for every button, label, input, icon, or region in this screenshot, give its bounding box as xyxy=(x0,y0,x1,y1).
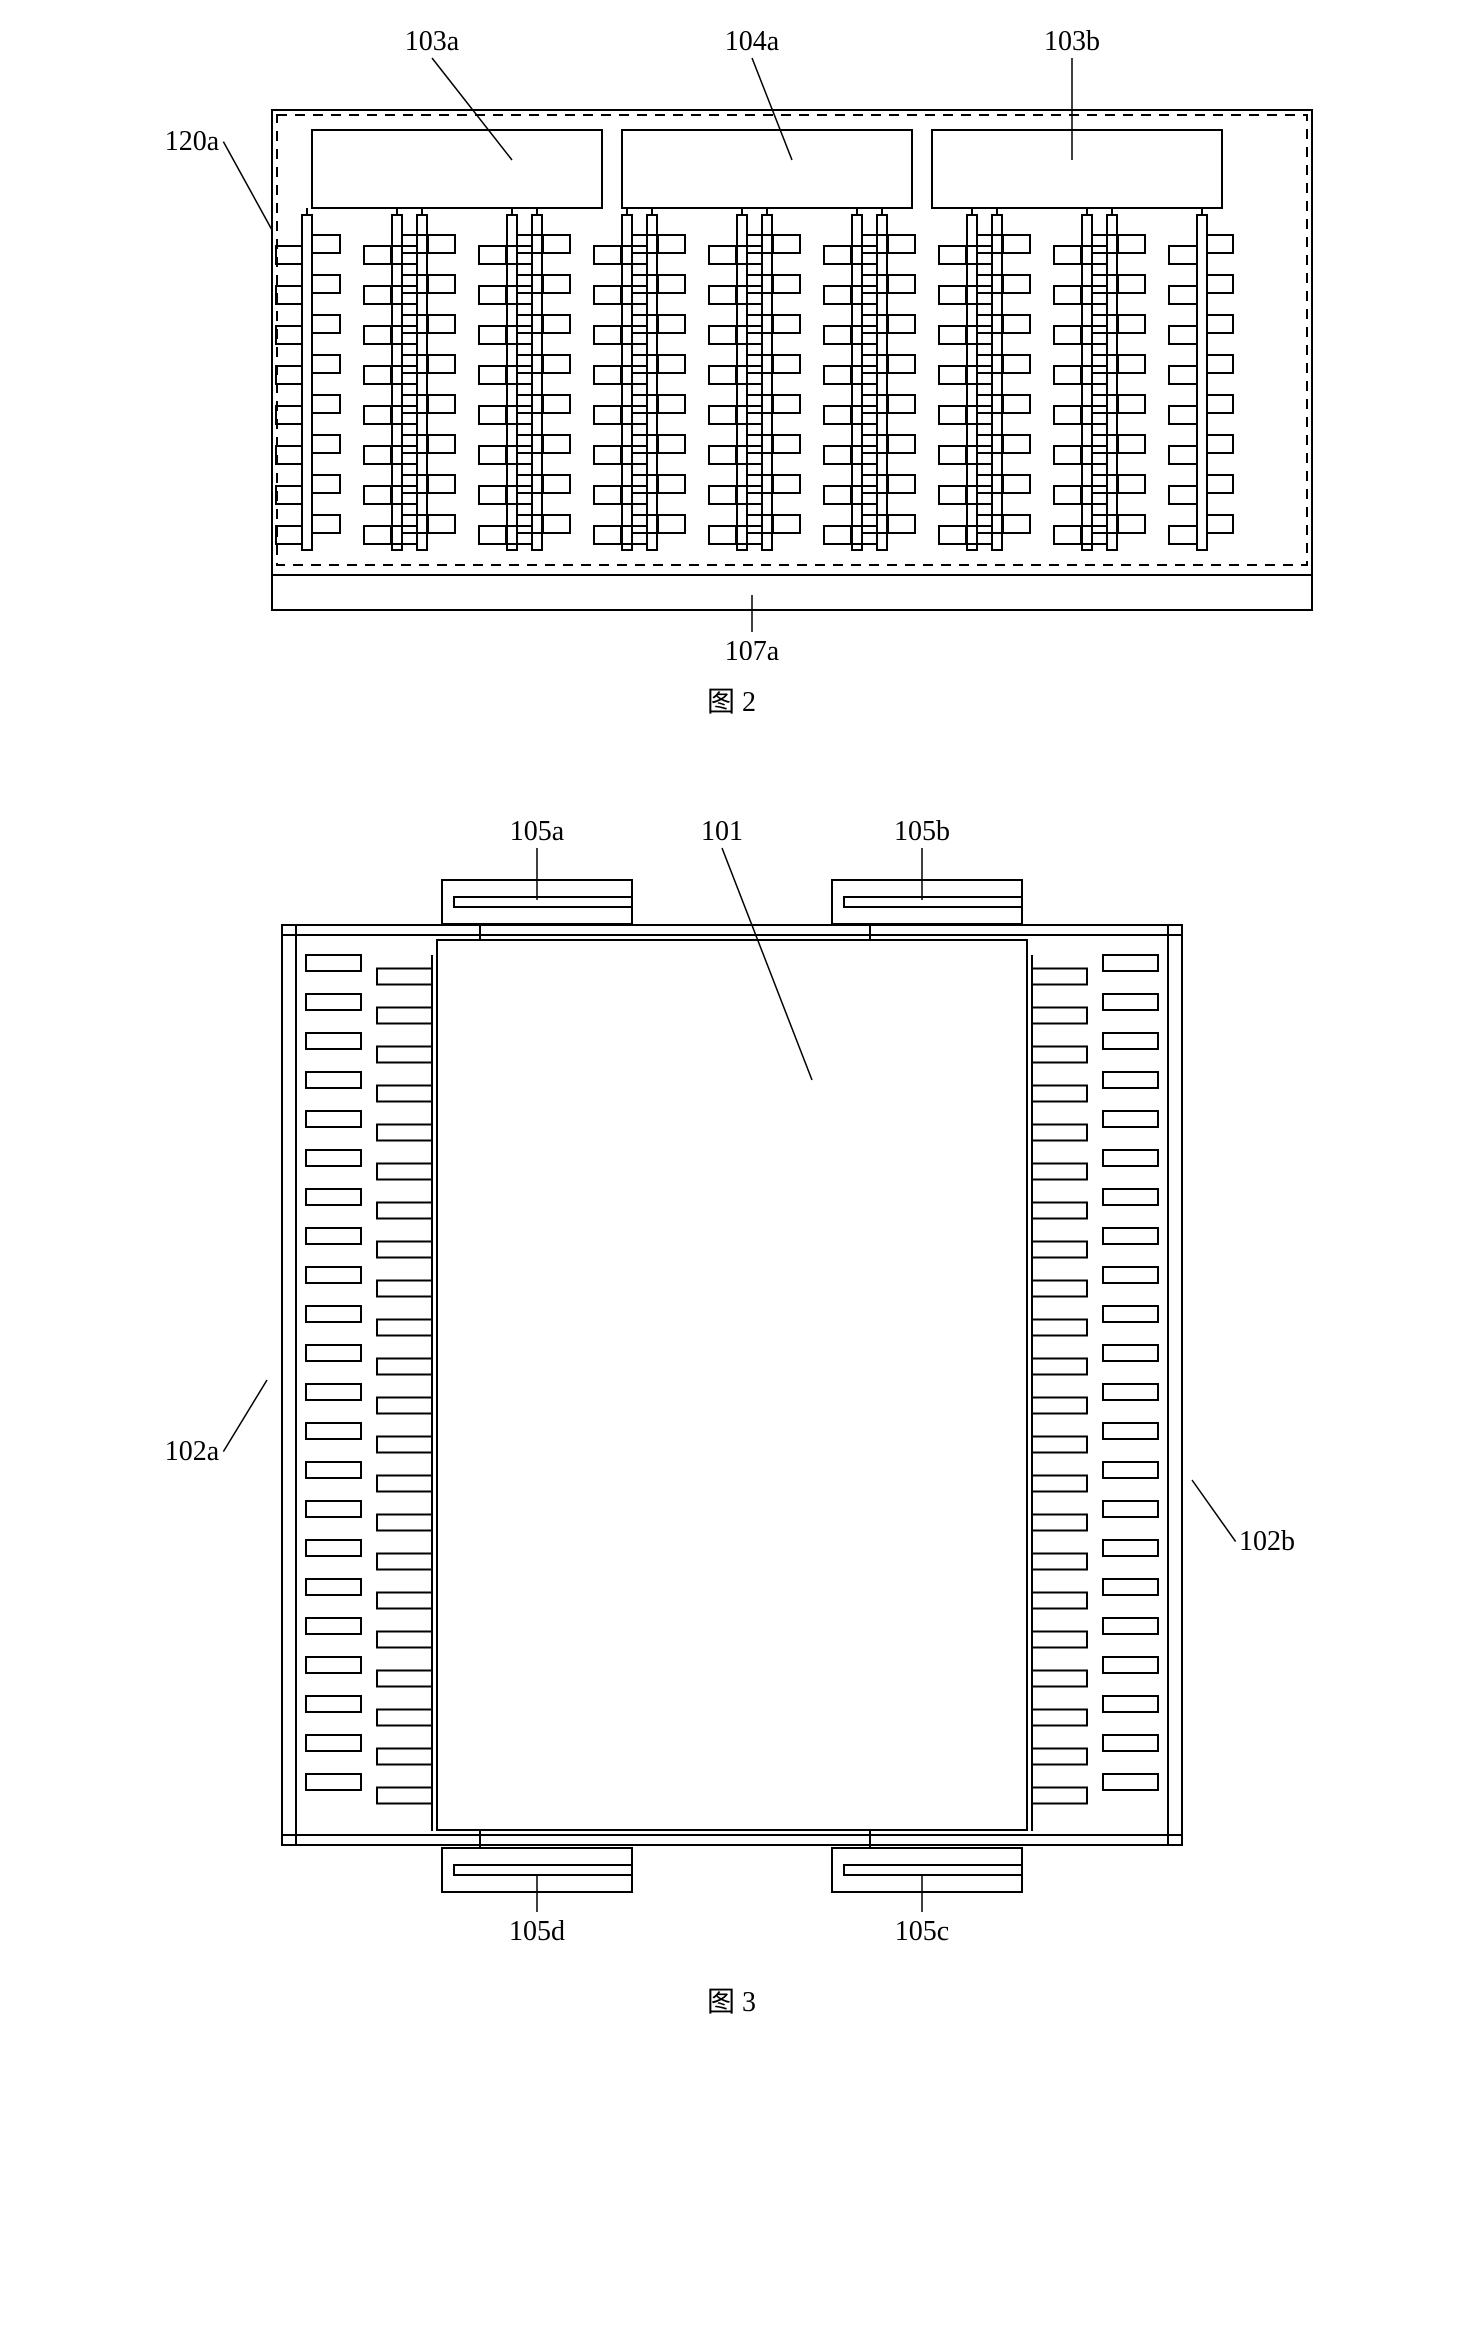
svg-text:105d: 105d xyxy=(509,1916,565,1947)
figure-2: 103a 104a 103b 120a 107a 图 2 xyxy=(132,20,1332,720)
figure-2-svg: 103a 104a 103b 120a 107a xyxy=(132,20,1332,660)
figure-3: 105a 101 105b 102a 102b 105d 105c 图 3 xyxy=(132,780,1332,2020)
svg-text:103a: 103a xyxy=(404,26,459,57)
svg-text:101: 101 xyxy=(701,816,743,847)
svg-text:105c: 105c xyxy=(894,1916,948,1947)
figure-3-svg: 105a 101 105b 102a 102b 105d 105c xyxy=(132,780,1332,1960)
svg-text:105a: 105a xyxy=(509,816,564,847)
svg-text:120a: 120a xyxy=(164,126,219,157)
svg-text:102a: 102a xyxy=(164,1436,219,1467)
figure-2-caption: 图 2 xyxy=(132,680,1332,720)
svg-text:102b: 102b xyxy=(1239,1526,1295,1557)
svg-text:103b: 103b xyxy=(1044,26,1100,57)
svg-text:107a: 107a xyxy=(724,636,779,660)
svg-text:104a: 104a xyxy=(724,26,779,57)
svg-text:105b: 105b xyxy=(894,816,950,847)
figure-3-caption: 图 3 xyxy=(132,1980,1332,2020)
